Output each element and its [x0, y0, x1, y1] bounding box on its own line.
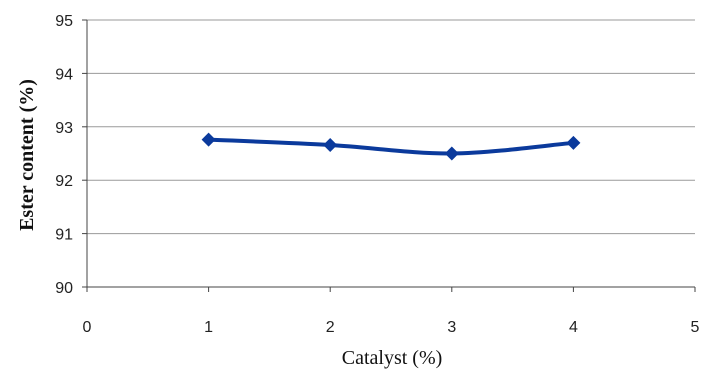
series-group	[201, 132, 581, 161]
x-tick-label-3: 3	[447, 319, 456, 336]
data-point-1	[201, 132, 216, 147]
y-axis-label: Ester content (%)	[16, 79, 38, 231]
x-tick-label-5: 5	[691, 319, 700, 336]
y-tick-label-93: 93	[55, 120, 73, 137]
x-axis-label: Catalyst (%)	[342, 347, 443, 369]
y-tick-label-90: 90	[55, 280, 73, 297]
x-tick-label-1: 1	[204, 319, 213, 336]
x-tick-labels: 0 1 2 3 4 5	[83, 287, 700, 336]
grid-lines	[87, 19, 695, 288]
data-point-2	[323, 137, 338, 152]
series-line-0	[206, 137, 576, 156]
x-tick-label-2: 2	[326, 319, 335, 336]
y-tick-label-94: 94	[55, 66, 73, 83]
y-tick-labels: 90 91 92 93 94 95	[55, 13, 87, 297]
x-tick-label-0: 0	[83, 319, 92, 336]
y-tick-label-92: 92	[55, 173, 73, 190]
x-tick-label-4: 4	[569, 319, 578, 336]
y-tick-label-95: 95	[55, 13, 73, 30]
data-point-4	[566, 135, 581, 150]
data-point-3	[444, 146, 459, 161]
y-tick-label-91: 91	[55, 227, 73, 244]
